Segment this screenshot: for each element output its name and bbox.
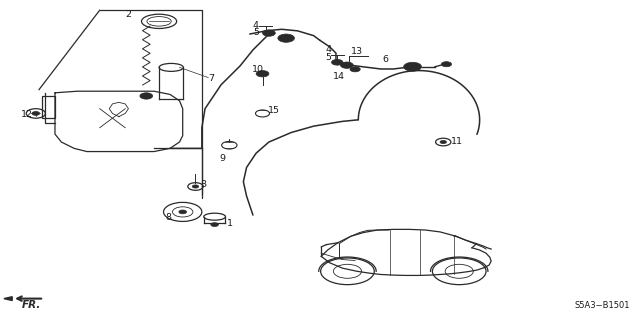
Circle shape: [262, 30, 275, 36]
Circle shape: [340, 62, 353, 68]
Circle shape: [32, 112, 40, 115]
Circle shape: [278, 34, 294, 42]
Circle shape: [440, 140, 447, 144]
Circle shape: [211, 223, 218, 226]
Text: 13: 13: [351, 47, 363, 56]
Text: 9: 9: [220, 154, 226, 163]
Text: 5: 5: [253, 28, 259, 37]
Text: 14: 14: [333, 72, 345, 81]
Text: 3: 3: [200, 181, 207, 189]
Text: 15: 15: [268, 106, 280, 115]
Text: 5: 5: [325, 53, 331, 62]
Text: 1: 1: [227, 219, 234, 228]
Bar: [42, 96, 55, 118]
Circle shape: [192, 185, 198, 188]
Circle shape: [442, 62, 452, 67]
Text: FR.: FR.: [22, 300, 41, 310]
Circle shape: [332, 59, 343, 65]
Text: 4: 4: [325, 45, 331, 55]
Polygon shape: [4, 297, 12, 300]
Text: 12: 12: [21, 110, 33, 119]
Text: 2: 2: [125, 11, 131, 19]
Text: 8: 8: [166, 213, 172, 222]
Text: S5A3−B1501: S5A3−B1501: [574, 301, 630, 310]
Text: 10: 10: [252, 65, 264, 74]
Circle shape: [350, 67, 360, 72]
Text: 4: 4: [253, 21, 259, 30]
Circle shape: [404, 62, 422, 71]
Text: 6: 6: [383, 55, 388, 64]
Circle shape: [256, 70, 269, 77]
Text: 7: 7: [208, 74, 214, 83]
Text: 11: 11: [451, 137, 463, 145]
Circle shape: [140, 93, 153, 99]
Circle shape: [179, 210, 186, 214]
